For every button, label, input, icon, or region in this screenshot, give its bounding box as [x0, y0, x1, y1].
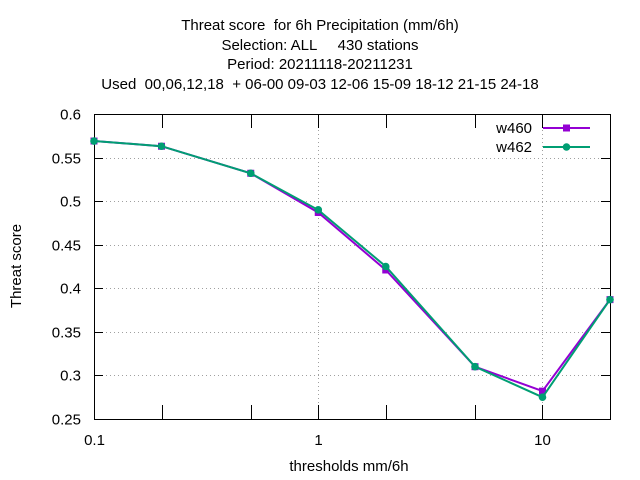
series-line-w462	[93, 140, 611, 399]
data-point-w462	[314, 206, 323, 214]
data-point-w462	[538, 393, 547, 402]
title-line-2: Selection: ALL 430 stations	[221, 37, 419, 54]
y-tick-label: 0.6	[60, 107, 81, 124]
y-axis-label: Threat score	[8, 224, 25, 308]
x-tick-label: 0.1	[84, 432, 105, 449]
data-point-w462	[381, 262, 390, 271]
legend-marker-w462	[562, 143, 571, 151]
grid	[94, 114, 610, 419]
legend-marker-w460	[563, 124, 570, 132]
plot-frame	[94, 114, 611, 420]
legend: w460 w462	[495, 120, 590, 156]
title-line-1: Threat score for 6h Precipitation (mm/6h…	[181, 17, 459, 34]
series	[90, 137, 614, 402]
x-axis-label: thresholds mm/6h	[289, 458, 408, 475]
legend-label-w460: w460	[495, 120, 532, 137]
x-tick-label: 1	[314, 432, 322, 449]
y-tick-label: 0.45	[52, 238, 81, 255]
axes: 0.25 0.3 0.35 0.4 0.45 0.5 0.55 0.6 0.1 1 10	[52, 107, 611, 449]
y-tick-label: 0.55	[52, 151, 81, 168]
legend-label-w462: w462	[495, 139, 532, 156]
y-tick-label: 0.4	[60, 281, 81, 298]
y-tick-label: 0.35	[52, 325, 81, 342]
series-line-w460	[93, 140, 611, 393]
title-line-3: Period: 20211118-20211231	[227, 56, 413, 73]
title-line-4: Used 00,06,12,18 + 06-00 09-03 12-06 15-…	[101, 76, 539, 93]
x-tick-label: 10	[534, 432, 551, 449]
data-point-w462	[246, 169, 255, 178]
data-point-w460	[538, 387, 546, 395]
data-point-w462	[90, 137, 98, 145]
y-tick-label: 0.25	[52, 412, 81, 429]
data-point-w462	[471, 362, 479, 371]
data-point-w462	[157, 142, 166, 151]
y-tick-label: 0.5	[60, 194, 81, 211]
y-tick-label: 0.3	[60, 368, 81, 385]
data-point-w462	[606, 295, 614, 304]
